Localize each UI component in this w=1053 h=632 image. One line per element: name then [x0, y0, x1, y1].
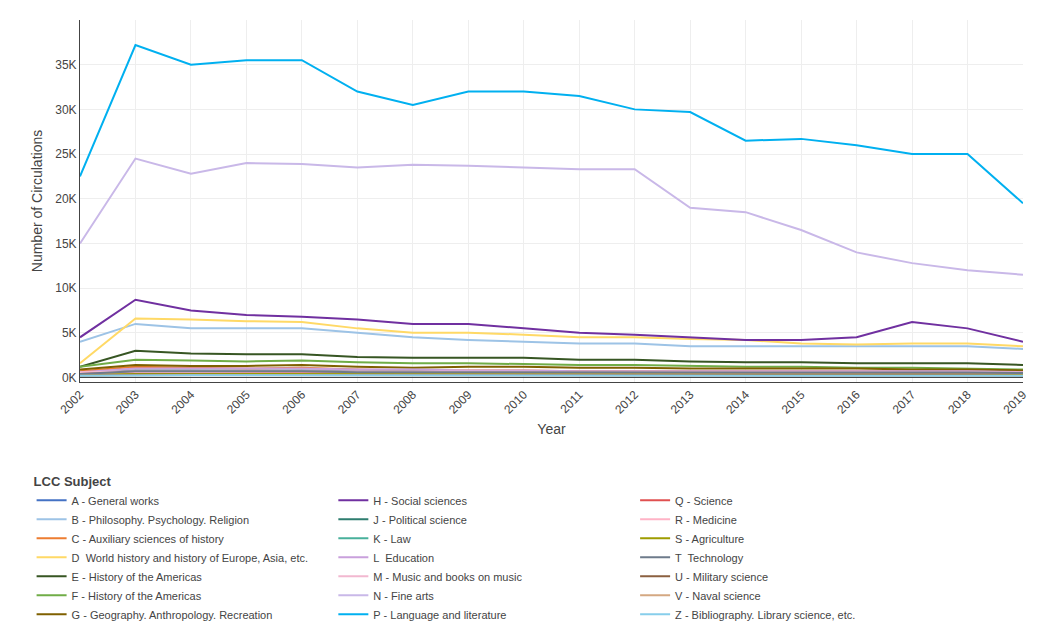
svg-text:L Education: L Education [373, 552, 434, 564]
svg-text:2010: 2010 [501, 388, 530, 417]
svg-text:2008: 2008 [390, 388, 419, 417]
svg-text:2011: 2011 [557, 388, 585, 416]
svg-text:Q - Science: Q - Science [675, 495, 732, 507]
svg-text:E - History of the Americas: E - History of the Americas [72, 571, 203, 583]
svg-text:2016: 2016 [834, 388, 863, 417]
svg-text:2017: 2017 [890, 388, 919, 417]
svg-text:N - Fine arts: N - Fine arts [373, 590, 434, 602]
svg-text:2019: 2019 [1001, 388, 1030, 417]
svg-text:2009: 2009 [446, 388, 475, 417]
svg-text:J - Political science: J - Political science [373, 514, 467, 526]
svg-text:Year: Year [537, 421, 566, 437]
svg-text:F - History of the Americas: F - History of the Americas [72, 590, 202, 602]
svg-text:T Technology: T Technology [675, 552, 744, 564]
svg-text:20K: 20K [55, 192, 76, 206]
svg-text:LCC Subject: LCC Subject [34, 474, 112, 489]
svg-text:D World history and history o: D World history and history of Europe, A… [72, 552, 308, 564]
svg-text:2012: 2012 [612, 388, 641, 417]
svg-text:25K: 25K [55, 147, 76, 161]
svg-text:2013: 2013 [668, 388, 697, 417]
svg-text:G - Geography. Anthropology. R: G - Geography. Anthropology. Recreation [72, 609, 273, 621]
svg-text:2018: 2018 [945, 388, 974, 417]
svg-text:35K: 35K [55, 58, 76, 72]
svg-text:5K: 5K [62, 326, 77, 340]
svg-text:R - Medicine: R - Medicine [675, 514, 737, 526]
svg-text:2006: 2006 [279, 388, 308, 417]
svg-text:Number of Circulations: Number of Circulations [29, 130, 45, 272]
svg-text:P - Language and literature: P - Language and literature [373, 609, 506, 621]
svg-text:30K: 30K [55, 103, 76, 117]
svg-text:V - Naval science: V - Naval science [675, 590, 761, 602]
svg-text:A - General works: A - General works [72, 495, 160, 507]
svg-text:K - Law: K - Law [373, 533, 410, 545]
svg-text:2005: 2005 [224, 388, 253, 417]
svg-text:2004: 2004 [169, 388, 198, 417]
svg-text:0K: 0K [62, 371, 77, 385]
svg-text:U - Military science: U - Military science [675, 571, 768, 583]
svg-text:2003: 2003 [113, 388, 142, 417]
svg-text:2007: 2007 [335, 388, 364, 417]
svg-text:2015: 2015 [779, 388, 808, 417]
svg-text:10K: 10K [55, 281, 76, 295]
svg-text:2014: 2014 [723, 388, 752, 417]
svg-text:Z - Bibliography. Library scie: Z - Bibliography. Library science, etc. [675, 609, 855, 621]
svg-text:H - Social sciences: H - Social sciences [373, 495, 467, 507]
svg-text:15K: 15K [55, 237, 76, 251]
svg-text:C - Auxiliary sciences of hist: C - Auxiliary sciences of history [72, 533, 225, 545]
svg-text:M - Music and books on music: M - Music and books on music [373, 571, 522, 583]
svg-text:B - Philosophy. Psychology. Re: B - Philosophy. Psychology. Religion [72, 514, 250, 526]
svg-text:2002: 2002 [58, 388, 87, 417]
svg-text:S - Agriculture: S - Agriculture [675, 533, 744, 545]
